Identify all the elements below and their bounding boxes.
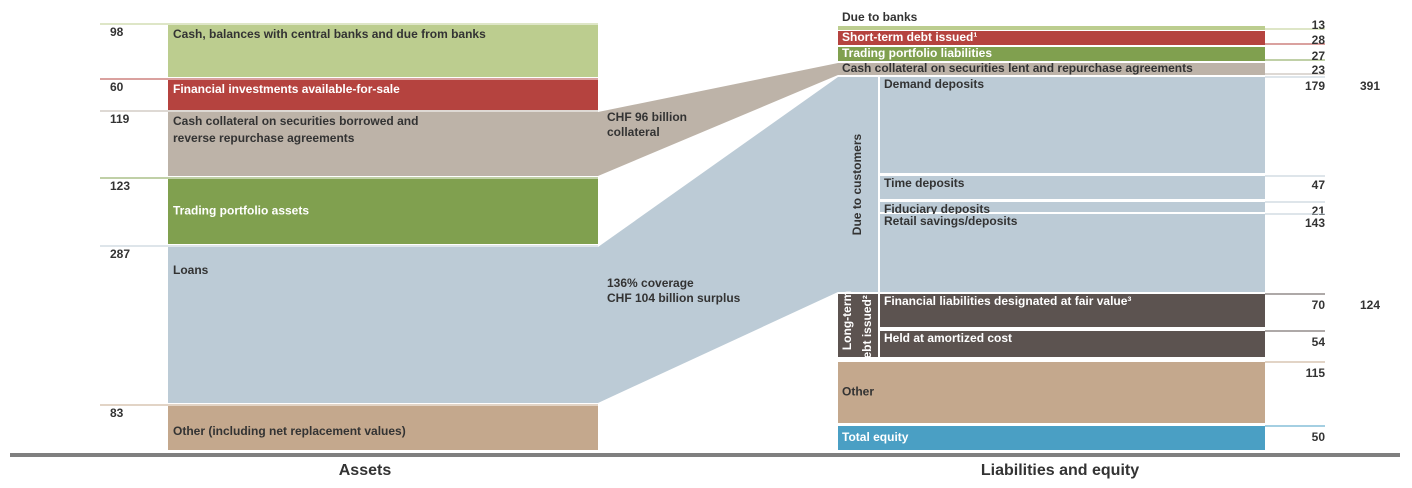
label: Long-term (840, 291, 854, 350)
liability-block (880, 202, 1265, 212)
asset-block (168, 406, 598, 450)
label: 119 (110, 112, 130, 126)
label: 123 (110, 179, 130, 193)
label: Demand deposits (884, 77, 984, 91)
base-line (10, 453, 1400, 457)
assets-heading: Assets (339, 462, 392, 479)
label: Fiduciary deposits (884, 202, 990, 216)
label: 70 (1312, 298, 1326, 312)
label: Held at amortized cost (884, 331, 1012, 345)
label: collateral (607, 125, 660, 139)
label: 83 (110, 406, 124, 420)
asset-block (168, 25, 598, 77)
label: CHF 104 billion surplus (607, 291, 741, 305)
label: 27 (1312, 49, 1326, 63)
loans-connector (598, 77, 838, 403)
liability-block (880, 176, 1265, 199)
label: Financial investments available-for-sale (173, 82, 400, 96)
liability-block (838, 47, 1265, 61)
label: Cash, balances with central banks and du… (173, 27, 486, 41)
label: 143 (1305, 216, 1325, 230)
liability-block (838, 362, 1265, 423)
label: 21 (1312, 204, 1326, 218)
liability-block (880, 294, 1265, 327)
asset-block (168, 80, 598, 110)
label: debt issued² (860, 295, 874, 366)
label: CHF 96 billion (607, 110, 687, 124)
asset-block (168, 247, 598, 403)
asset-block (168, 112, 598, 176)
label: 179 (1305, 79, 1325, 93)
liability-block (838, 63, 1265, 75)
label: Due to customers (850, 133, 864, 235)
liability-block (838, 426, 1265, 450)
label: 23 (1312, 63, 1326, 77)
label: Trading portfolio assets (173, 204, 309, 218)
collateral-connector (598, 63, 838, 176)
label: Cash collateral on securities lent and r… (842, 61, 1193, 75)
group-side (838, 77, 878, 292)
label: 54 (1312, 335, 1326, 349)
label: 115 (1306, 366, 1326, 380)
label: 124 (1360, 298, 1380, 312)
asset-block (168, 179, 598, 244)
label: 98 (110, 25, 124, 39)
label: Short-term debt issued¹ (842, 30, 977, 44)
label: Other (842, 385, 874, 399)
label: Cash collateral on securities borrowed a… (173, 114, 418, 128)
liability-block (838, 31, 1265, 45)
liabilities-heading: Liabilities and equity (981, 462, 1139, 479)
label: reverse repurchase agreements (173, 131, 355, 145)
label: 287 (110, 247, 130, 261)
label: 60 (110, 80, 124, 94)
group-side (838, 294, 878, 357)
label: Financial liabilities designated at fair… (884, 294, 1131, 308)
label: 13 (1312, 18, 1326, 32)
label: 50 (1312, 430, 1326, 444)
liability-block (880, 331, 1265, 357)
label: Other (including net replacement values) (173, 424, 406, 438)
liability-block (880, 214, 1265, 292)
label: 28 (1312, 33, 1326, 47)
label: 47 (1312, 178, 1326, 192)
label: Time deposits (884, 176, 965, 190)
label: Total equity (842, 430, 909, 444)
label: Retail savings/deposits (884, 214, 1018, 228)
label: 136% coverage (607, 276, 694, 290)
label: Due to banks (842, 10, 918, 24)
label: 391 (1360, 79, 1380, 93)
liability-block (880, 77, 1265, 173)
label: Trading portfolio liabilities (842, 46, 992, 60)
liability-block (838, 26, 1265, 30)
label: Loans (173, 263, 209, 277)
